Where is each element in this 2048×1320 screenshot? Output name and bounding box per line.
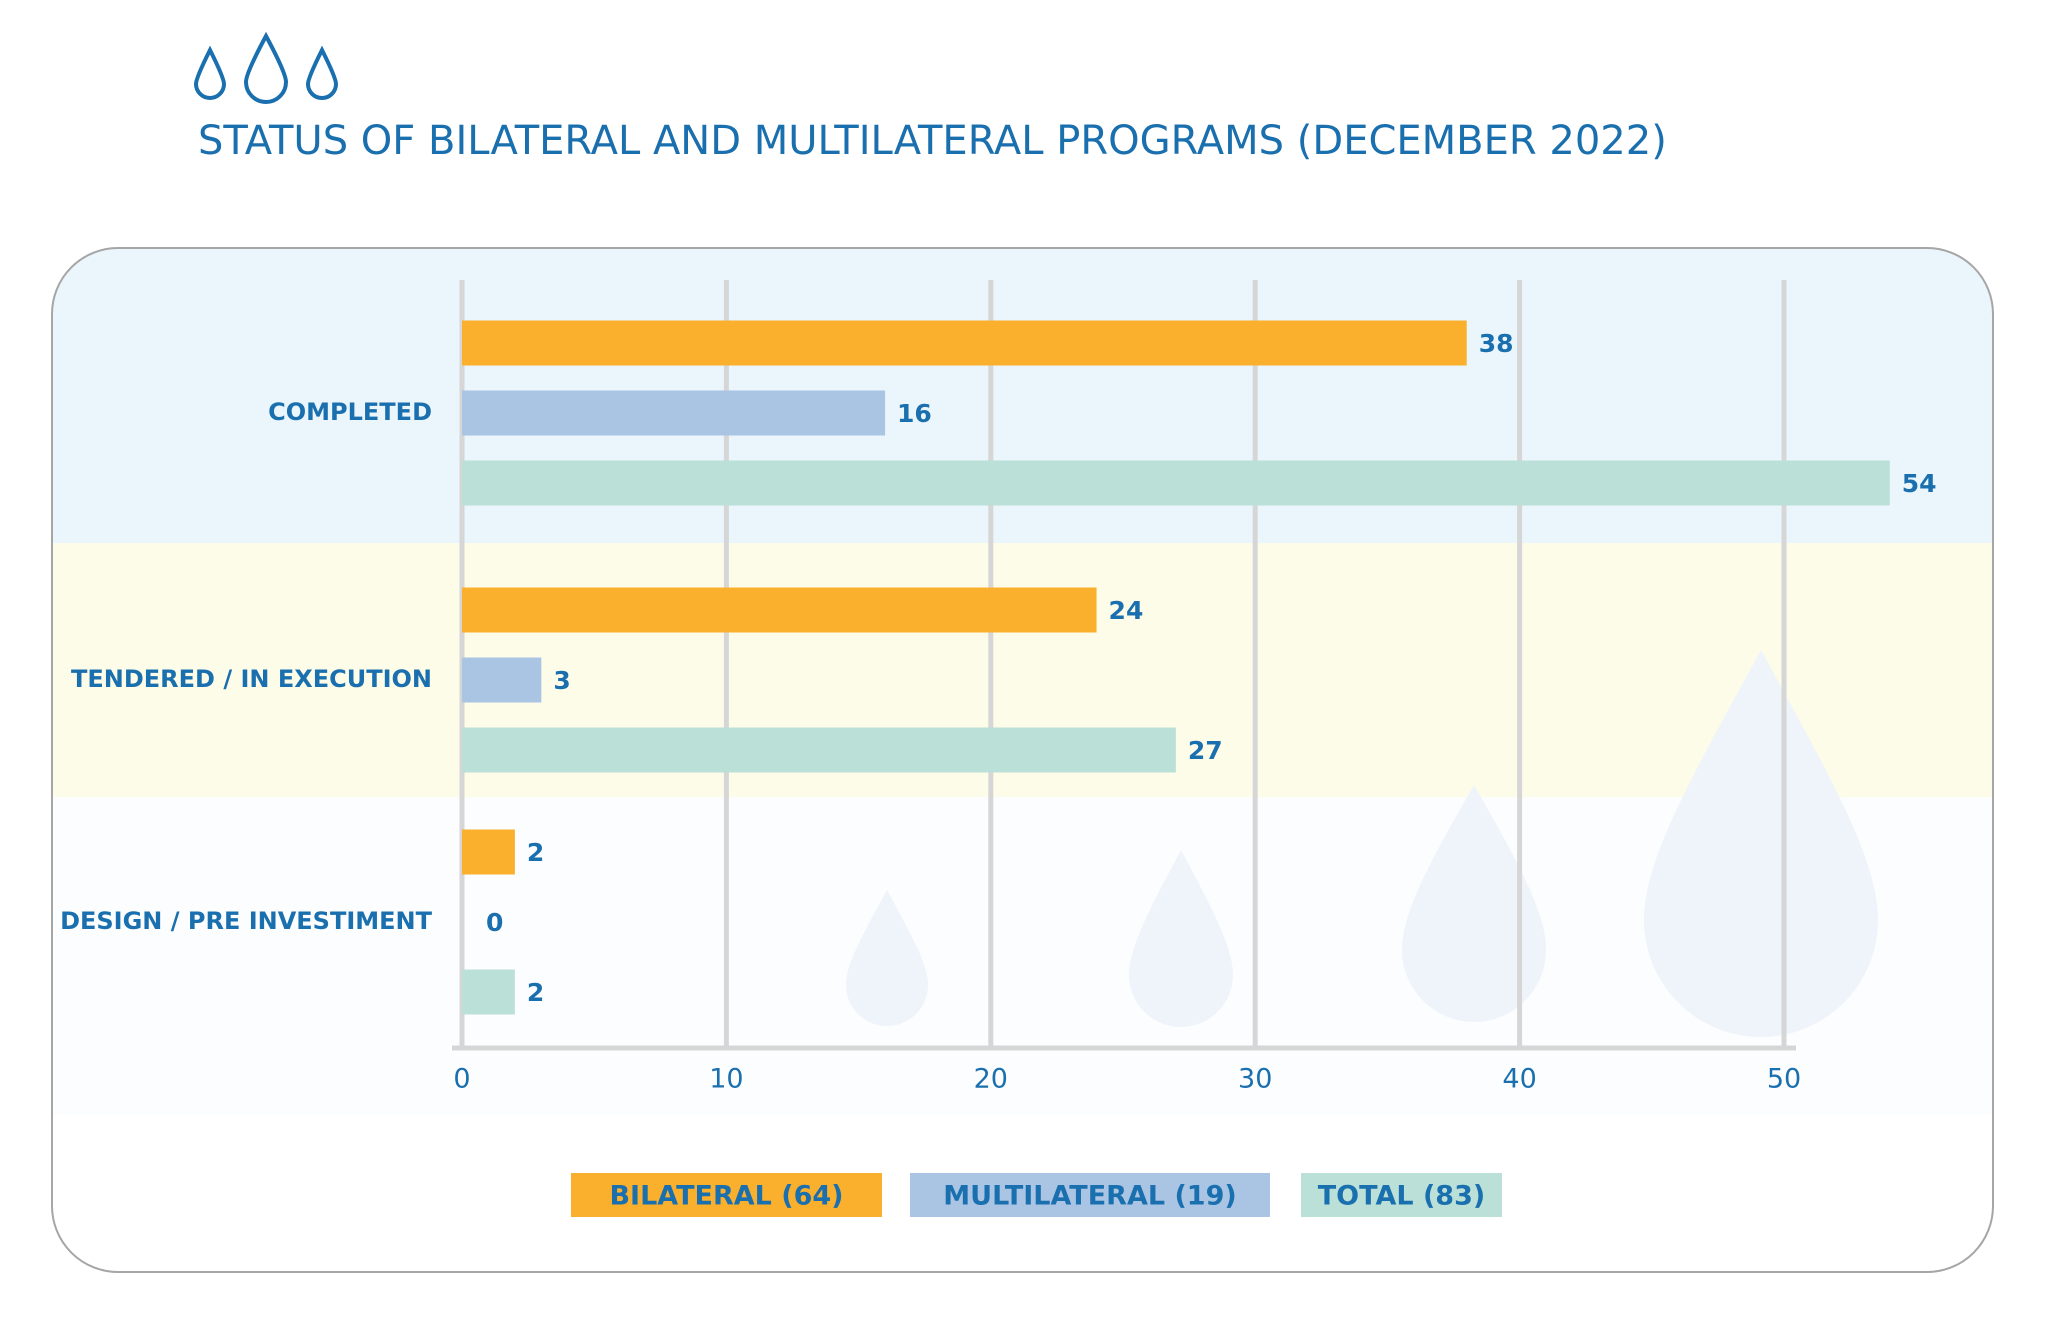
x-tick-label: 30 (1238, 1064, 1272, 1095)
value-label: 16 (897, 399, 932, 428)
x-tick-label: 40 (1502, 1064, 1536, 1095)
value-label: 2 (527, 978, 544, 1007)
bar (462, 969, 515, 1015)
legend-label: MULTILATERAL (19) (943, 1181, 1236, 1212)
legend-label: TOTAL (83) (1318, 1181, 1485, 1212)
legend-swatch (1301, 1173, 1502, 1217)
bar (462, 390, 886, 436)
bar (462, 587, 1097, 633)
bar (462, 657, 542, 703)
chart-title: STATUS OF BILATERAL AND MULTILATERAL PRO… (198, 118, 1667, 164)
value-label: 27 (1188, 736, 1223, 765)
value-label: 38 (1479, 329, 1514, 358)
bar (462, 829, 515, 875)
value-label: 54 (1902, 469, 1937, 498)
x-tick-label: 0 (453, 1064, 470, 1095)
value-label: 0 (486, 908, 503, 937)
category-label: TENDERED / IN EXECUTION (71, 665, 432, 693)
x-tick-label: 10 (709, 1064, 743, 1095)
x-tick-label: 20 (974, 1064, 1008, 1095)
category-label: COMPLETED (268, 398, 432, 426)
value-label: 2 (527, 838, 544, 867)
legend-swatch (571, 1173, 882, 1217)
background-bands (52, 248, 1993, 1115)
value-label: 3 (553, 666, 570, 695)
value-label: 24 (1109, 596, 1144, 625)
bar (462, 727, 1176, 773)
bar (462, 460, 1890, 506)
category-label: DESIGN / PRE INVESTIMENT (60, 907, 433, 935)
x-tick-label: 50 (1767, 1064, 1801, 1095)
legend-label: BILATERAL (64) (609, 1181, 843, 1212)
frame (51, 247, 1994, 1273)
legend-swatch (910, 1173, 1270, 1217)
bar (462, 320, 1467, 366)
drop-icons (193, 31, 339, 104)
